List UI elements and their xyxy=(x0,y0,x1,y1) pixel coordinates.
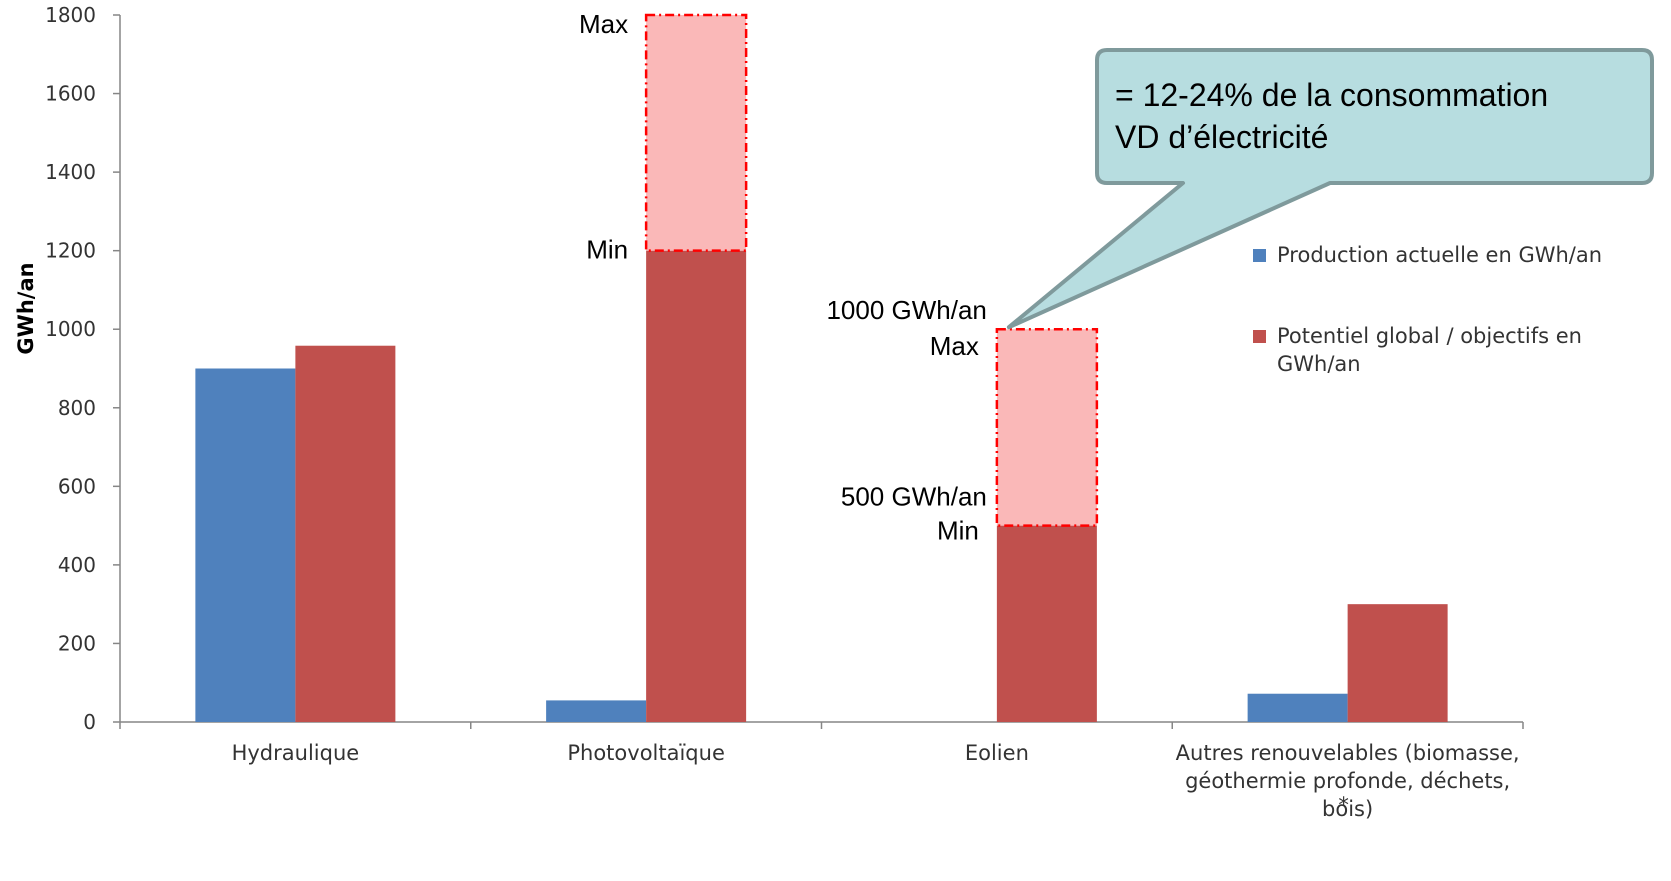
callout: = 12-24% de la consommation VD d’électric… xyxy=(1006,48,1654,330)
callout-text: = 12-24% de la consommation VD d’électric… xyxy=(1115,77,1548,155)
y-tick-label: 1800 xyxy=(45,3,96,27)
x-tick-label: Autres renouvelables (biomasse, géothermi… xyxy=(1176,741,1520,821)
y-tick-label: 800 xyxy=(58,396,96,420)
legend: Production actuelle en GWh/an Potentiel g… xyxy=(1253,243,1602,376)
range-box xyxy=(644,13,748,252)
bar-production xyxy=(546,700,647,722)
bar-potentiel xyxy=(646,250,747,722)
x-tick-label: Photovoltaïque xyxy=(567,741,725,765)
y-tick-label: 1000 xyxy=(45,317,96,341)
legend-swatch-production xyxy=(1253,249,1266,262)
legend-label-production: Production actuelle en GWh/an xyxy=(1277,243,1602,267)
bar-production xyxy=(1247,693,1348,722)
range-box xyxy=(995,327,1099,527)
range-min-label: Min xyxy=(937,516,979,546)
y-tick-label: 400 xyxy=(58,553,96,577)
bar-potentiel xyxy=(295,345,396,722)
annotations: Max Min 1000 GWh/an Max 500 GWh/an Min xyxy=(579,9,987,546)
y-tick-label: 0 xyxy=(83,710,96,734)
y-tick-label: 1600 xyxy=(45,82,96,106)
bars xyxy=(195,13,1448,722)
y-tick-label: 1200 xyxy=(45,239,96,263)
y-tick-label: 1400 xyxy=(45,160,96,184)
range-max-label: Max xyxy=(579,9,628,39)
y-tick-label: 600 xyxy=(58,474,96,498)
range-max-value-label: 1000 GWh/an xyxy=(826,295,986,325)
range-min-value-label: 500 GWh/an xyxy=(841,482,987,512)
bar-potentiel xyxy=(996,525,1097,722)
legend-label-potentiel: Potentiel global / objectifs en GWh/an xyxy=(1277,324,1582,376)
footnote-mark: * xyxy=(1338,793,1349,817)
x-tick-label: Hydraulique xyxy=(232,741,360,765)
callout-bubble xyxy=(1006,48,1654,330)
bar-potentiel xyxy=(1347,604,1448,722)
range-max-label: Max xyxy=(930,331,979,361)
axes: 0 200 400 600 800 1000 1200 1400 1600 1800 GWh/an H… xyxy=(14,3,1524,821)
legend-swatch-potentiel xyxy=(1253,330,1266,343)
bar-production xyxy=(195,368,296,722)
x-tick-label: Eolien xyxy=(965,741,1029,765)
y-axis-label: GWh/an xyxy=(14,262,38,354)
y-tick-label: 200 xyxy=(58,631,96,655)
range-min-label: Min xyxy=(586,235,628,265)
